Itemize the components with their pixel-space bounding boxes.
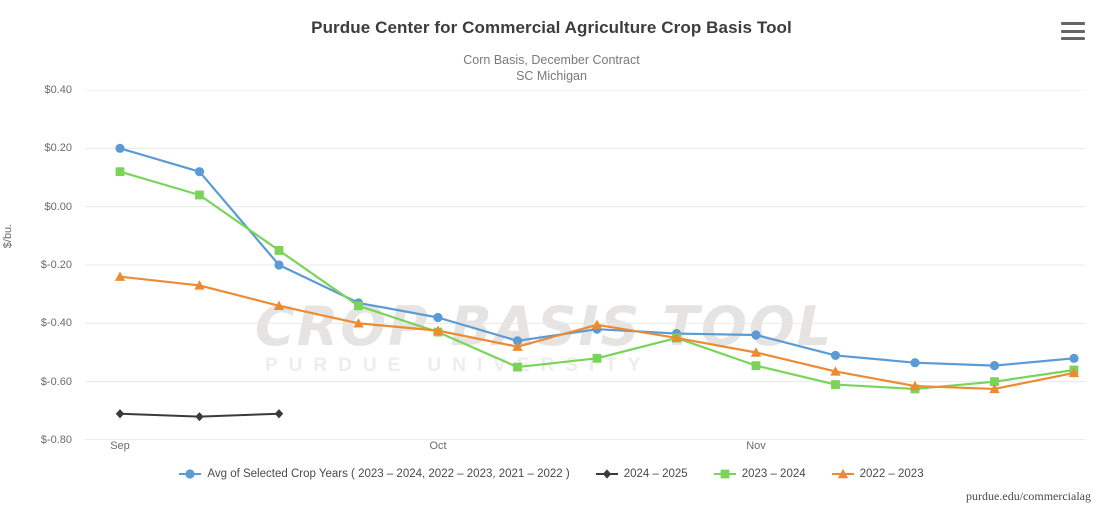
hamburger-bar-1 (1061, 22, 1085, 25)
data-point-marker (115, 143, 125, 153)
legend-item[interactable]: 2022 – 2023 (831, 468, 924, 480)
y-tick-label: $-0.40 (40, 317, 72, 330)
data-point-marker (910, 358, 920, 368)
data-point-marker (274, 260, 284, 270)
data-point-marker (115, 409, 125, 419)
data-point-marker (831, 380, 840, 389)
legend-label: Avg of Selected Crop Years ( 2023 – 2024… (207, 468, 570, 480)
hamburger-bar-2 (1061, 29, 1085, 33)
plot-svg (85, 90, 1085, 440)
subtitle-line-1: Corn Basis, December Contract (463, 53, 640, 67)
data-point-marker (1068, 367, 1080, 378)
series-line[interactable] (115, 143, 1079, 371)
data-point-marker (273, 300, 285, 311)
hamburger-menu-icon[interactable] (1061, 22, 1085, 40)
series-line[interactable] (114, 271, 1080, 394)
data-point-marker (195, 190, 204, 200)
data-point-marker (830, 366, 841, 376)
data-point-marker (591, 319, 603, 329)
data-point-marker (989, 383, 1000, 394)
data-point-marker (353, 318, 364, 328)
attribution-text: purdue.edu/commercialag (966, 489, 1091, 503)
data-point-marker (909, 380, 921, 391)
data-point-marker (751, 361, 761, 371)
legend-label: 2023 – 2024 (741, 468, 806, 480)
x-tick-label: Oct (429, 440, 447, 452)
data-point-marker (115, 167, 125, 177)
data-point-marker (194, 167, 205, 177)
series-line[interactable] (115, 409, 284, 422)
chart-subtitle: Corn Basis, December Contract SC Michiga… (0, 52, 1103, 84)
data-point-marker (512, 341, 523, 351)
data-point-marker (195, 412, 204, 422)
y-axis-label: $/bu. (2, 223, 14, 249)
legend-marker-icon (713, 468, 736, 480)
chart-legend: Avg of Selected Crop Years ( 2023 – 2024… (0, 468, 1103, 480)
data-point-marker (114, 271, 126, 281)
data-point-marker (602, 469, 611, 479)
data-point-marker (1069, 353, 1079, 363)
legend-item[interactable]: 2024 – 2025 (595, 468, 688, 480)
y-tick-label: $0.40 (44, 84, 72, 96)
data-point-marker (433, 312, 443, 323)
legend-item[interactable]: 2023 – 2024 (713, 468, 806, 480)
data-point-marker (513, 362, 522, 372)
page-title: Purdue Center for Commercial Agriculture… (311, 18, 792, 37)
series-line[interactable] (115, 167, 1079, 394)
data-point-marker (512, 336, 523, 346)
y-tick-label: $-0.60 (40, 375, 72, 388)
y-tick-label: $-0.80 (40, 434, 72, 446)
y-tick-label: $0.20 (44, 142, 72, 155)
legend-label: 2022 – 2023 (859, 468, 924, 480)
legend-item[interactable]: Avg of Selected Crop Years ( 2023 – 2024… (179, 468, 570, 480)
data-point-marker (185, 469, 196, 479)
plot-area (85, 90, 1085, 440)
data-point-marker (830, 350, 841, 361)
data-point-marker (432, 325, 444, 335)
data-point-marker (989, 361, 1000, 371)
x-tick-label: Sep (110, 440, 130, 452)
data-point-marker (194, 280, 205, 290)
data-point-marker (751, 330, 761, 340)
data-point-marker (990, 377, 999, 387)
y-tick-label: $-0.20 (40, 259, 72, 271)
legend-marker-icon (831, 468, 854, 480)
data-point-marker (274, 246, 284, 255)
data-point-marker (671, 332, 682, 343)
data-point-marker (750, 347, 762, 357)
x-tick-label: Nov (746, 440, 766, 452)
legend-marker-icon (179, 468, 202, 480)
data-point-marker (274, 409, 284, 419)
legend-marker-icon (595, 468, 618, 480)
legend-label: 2024 – 2025 (623, 468, 688, 480)
y-tick-label: $0.00 (44, 200, 72, 213)
data-point-marker (720, 469, 730, 479)
data-point-marker (592, 353, 602, 363)
data-point-marker (837, 468, 848, 479)
data-point-marker (354, 301, 363, 311)
hamburger-bar-3 (1061, 37, 1085, 40)
subtitle-line-2: SC Michigan (516, 69, 587, 83)
